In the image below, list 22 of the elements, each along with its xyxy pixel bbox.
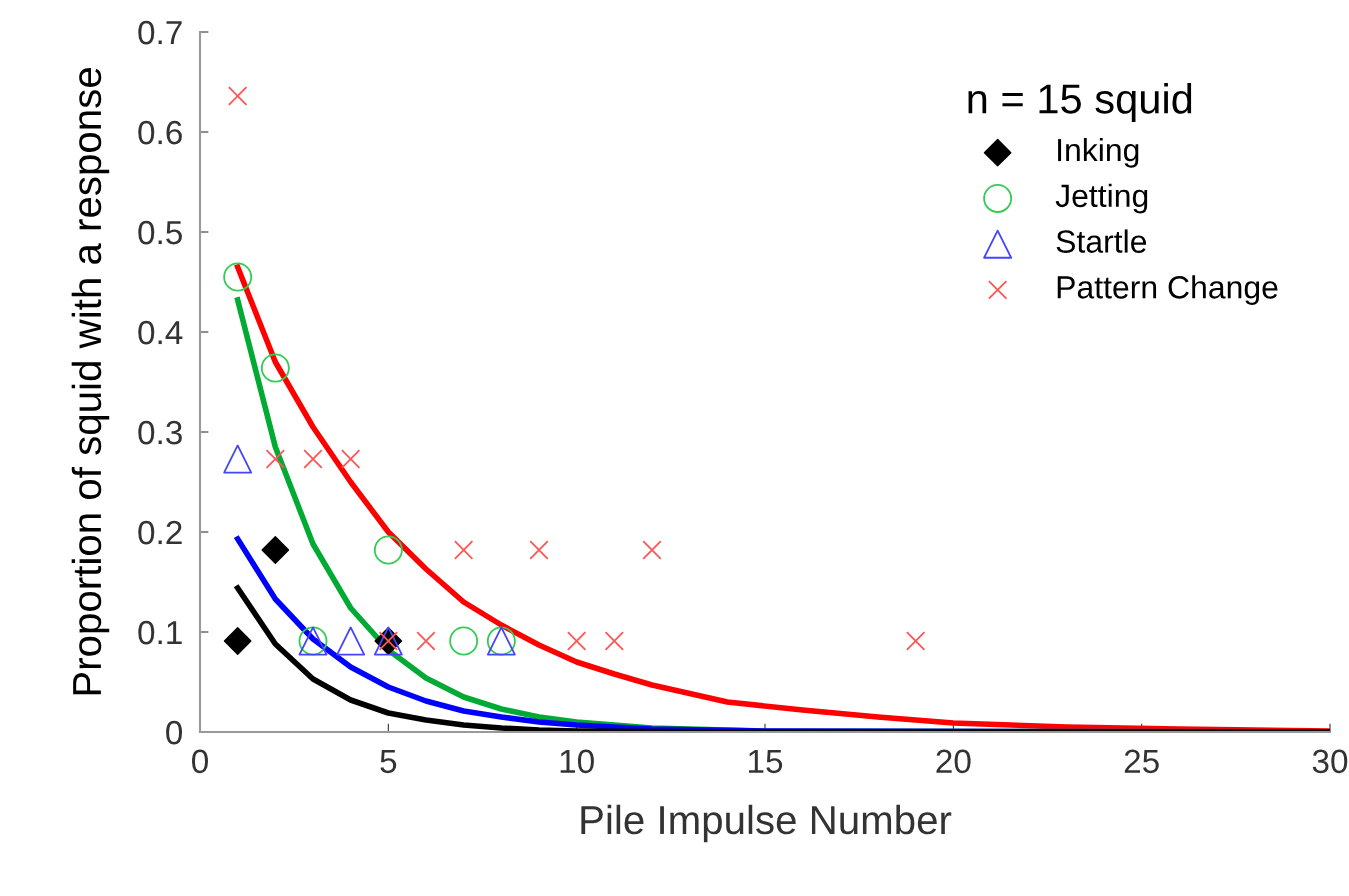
y-tick-label: 0.6 — [138, 120, 182, 145]
x-tick-label: 25 — [1124, 749, 1159, 774]
y-tick-label: 0.4 — [138, 320, 183, 345]
x-axis-title: Pile Impulse Number — [581, 804, 952, 843]
x-tick-label: 10 — [560, 749, 594, 774]
x-tick-label: 5 — [380, 749, 397, 774]
legend-label: Inking — [1058, 137, 1139, 168]
legend-label: Pattern Change — [1057, 275, 1278, 305]
x-tick-label: 20 — [936, 749, 971, 774]
y-tick-label: 0 — [166, 720, 183, 745]
y-tick-label: 0.5 — [138, 220, 182, 245]
y-tick-label: 0.3 — [138, 420, 182, 445]
y-tick-label: 0.1 — [138, 620, 182, 645]
y-tick-label: 0.7 — [138, 20, 182, 45]
y-axis-title: Proportion of squid with a response — [71, 68, 110, 695]
x-tick-label: 15 — [749, 749, 783, 774]
legend-title: n = 15 squid — [968, 83, 1192, 122]
legend-label: Startle — [1056, 229, 1147, 253]
y-tick-label: 0.2 — [138, 520, 182, 545]
x-tick-label: 30 — [1312, 749, 1348, 774]
x-tick-label: 0 — [192, 749, 208, 774]
legend-label: Jetting — [1055, 183, 1148, 214]
